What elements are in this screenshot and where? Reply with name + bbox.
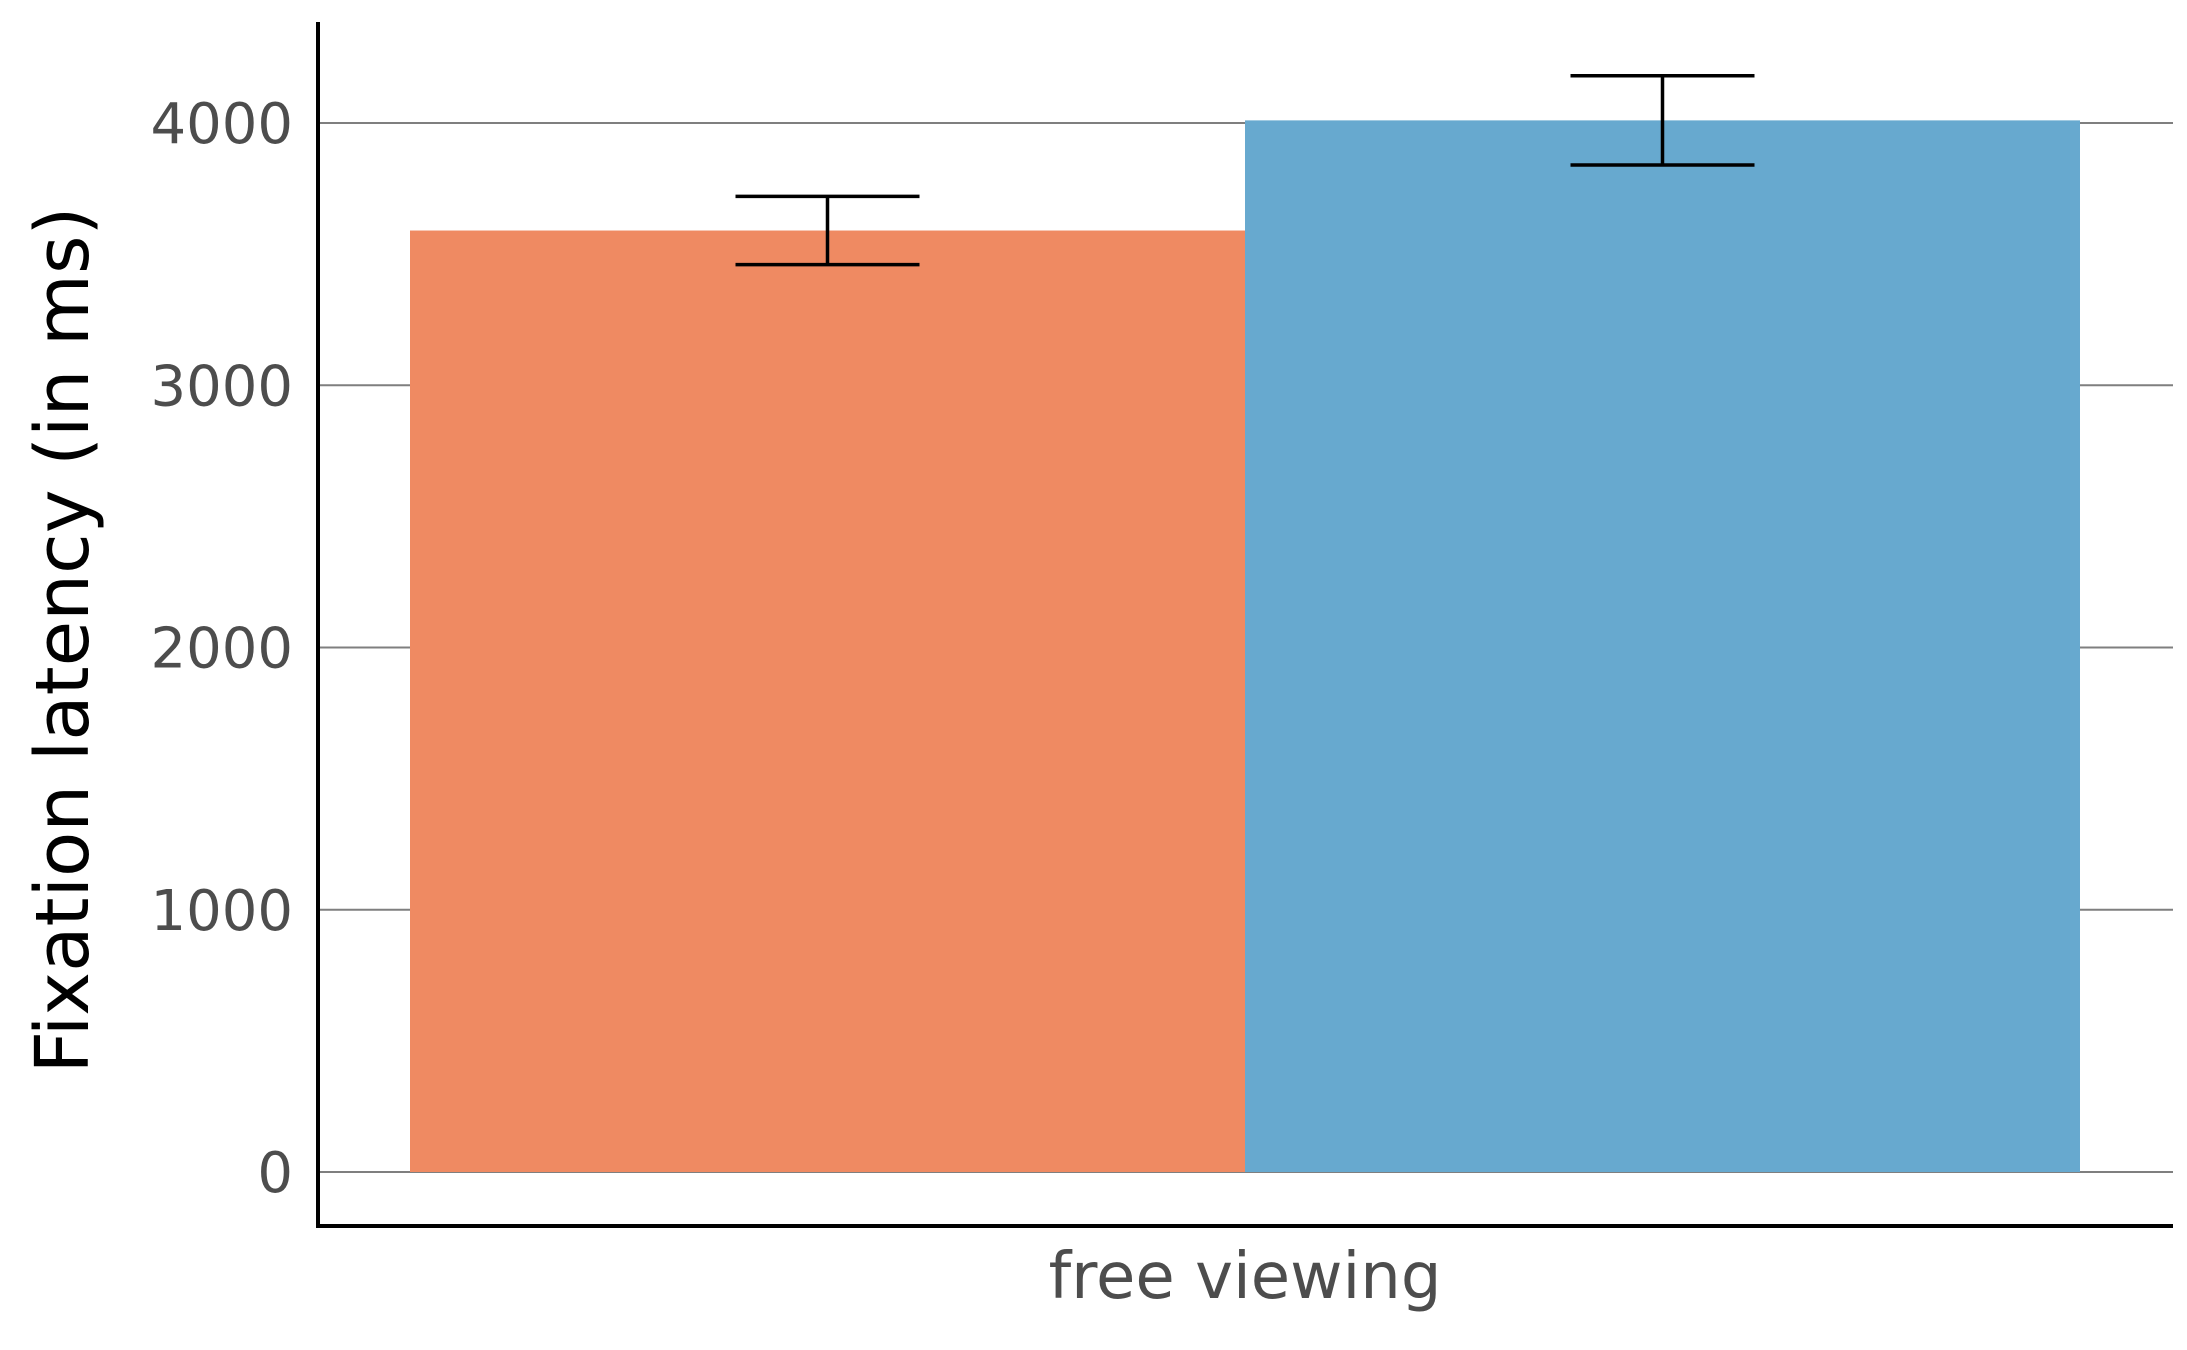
y-tick-label: 1000 <box>150 879 293 944</box>
y-tick-label: 3000 <box>150 354 293 419</box>
y-axis-title: Fixation latency (in ms) <box>20 207 106 1074</box>
y-tick-label: 4000 <box>150 92 293 157</box>
y-tick-label: 2000 <box>150 617 293 682</box>
bars <box>410 120 2080 1173</box>
y-tick-labels: 0 1000 2000 3000 4000 <box>150 92 293 1206</box>
axes <box>316 22 2173 1228</box>
x-category-label: free viewing <box>1049 1240 1442 1314</box>
error-bars <box>735 74 1755 267</box>
bar <box>1245 120 2080 1173</box>
y-tick-label: 0 <box>257 1141 293 1206</box>
bar <box>410 230 1245 1172</box>
